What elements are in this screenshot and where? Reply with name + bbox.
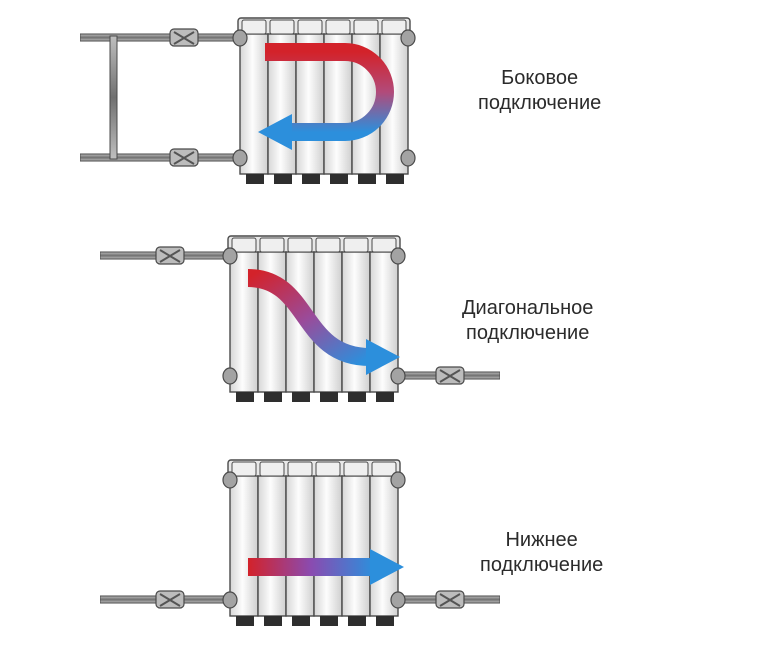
radiator-bottom <box>100 446 500 646</box>
valve-icon <box>156 247 184 264</box>
label-line2: подключение <box>480 554 603 576</box>
label-diagonal: Диагональное подключение <box>462 296 593 346</box>
valve-icon <box>436 591 464 608</box>
label-line2: подключение <box>466 322 589 344</box>
label-line1: Диагональное <box>462 297 593 319</box>
label-side: Боковое подключение <box>478 66 601 116</box>
radiator-body <box>223 460 405 626</box>
label-line1: Нижнее <box>505 529 577 551</box>
valve-icon <box>170 149 198 166</box>
row-bottom-connection: Нижнее подключение <box>0 442 770 652</box>
label-line2: подключение <box>478 92 601 114</box>
valve-icon <box>170 29 198 46</box>
radiator-side <box>80 4 440 204</box>
valve-icon <box>156 591 184 608</box>
label-bottom: Нижнее подключение <box>480 528 603 578</box>
row-side-connection: Боковое подключение <box>0 0 770 210</box>
label-line1: Боковое <box>501 67 578 89</box>
valve-icon <box>436 367 464 384</box>
row-diagonal-connection: Диагональное подключение <box>0 218 770 428</box>
radiator-diagonal <box>100 222 500 422</box>
